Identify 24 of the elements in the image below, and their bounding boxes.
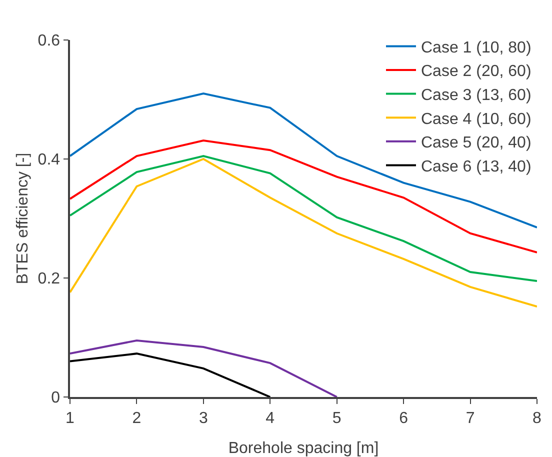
x-tick-label: 4 bbox=[266, 410, 275, 427]
line-series bbox=[70, 339, 338, 397]
legend-label: Case 6 (13, 40) bbox=[421, 158, 532, 176]
line-series bbox=[70, 158, 537, 308]
legend-label: Case 4 (10, 60) bbox=[421, 110, 532, 128]
y-tick-label: 0 bbox=[51, 390, 60, 407]
x-tick-label: 5 bbox=[332, 410, 342, 427]
y-axis-title: BTES efficiency [-] bbox=[14, 152, 32, 284]
y-tick-label: 0.2 bbox=[38, 270, 60, 288]
x-tick-label: 1 bbox=[66, 410, 75, 427]
x-tick-label: 2 bbox=[132, 410, 142, 427]
legend-label: Case 2 (20, 60) bbox=[421, 63, 532, 80]
y-tick-label: 0.4 bbox=[38, 152, 60, 169]
legend-label: Case 5 (20, 40) bbox=[421, 134, 532, 152]
line-series bbox=[70, 155, 537, 282]
x-tick-label: 7 bbox=[466, 410, 475, 427]
legend-label: Case 1 (10, 80) bbox=[421, 39, 532, 56]
x-tick-label: 8 bbox=[532, 410, 542, 427]
x-tick-label: 3 bbox=[198, 410, 208, 427]
legend-label: Case 3 (13, 60) bbox=[421, 87, 532, 104]
x-tick-label: 6 bbox=[399, 410, 408, 427]
x-axis-title: Borehole spacing [m] bbox=[228, 440, 379, 457]
line-series bbox=[70, 352, 272, 397]
y-tick-label: 0.6 bbox=[38, 32, 60, 50]
